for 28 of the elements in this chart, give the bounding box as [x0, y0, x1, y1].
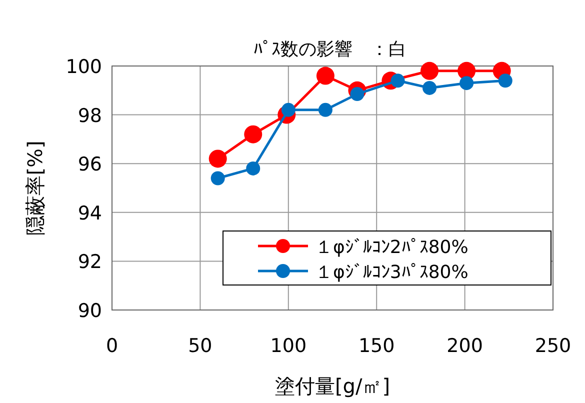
x-tick-label: 50	[188, 335, 212, 357]
x-tick-label: 0	[106, 335, 118, 357]
point	[422, 80, 437, 95]
point	[460, 76, 474, 90]
y-tick-label: 90	[78, 300, 102, 322]
y-axis-title: 隠蔽率[%]	[23, 140, 47, 236]
y-tick-label: 92	[78, 251, 102, 274]
x-tick-label: 150	[358, 335, 395, 357]
x-tick-label: 250	[534, 335, 572, 357]
point	[210, 171, 225, 186]
x-axis-title: 塗付量[g/㎡]	[274, 374, 390, 398]
point	[498, 74, 512, 88]
point	[208, 150, 227, 168]
x-tick-label: 100	[270, 335, 307, 357]
y-tick-label: 94	[78, 202, 102, 224]
point	[316, 66, 334, 85]
point	[390, 74, 405, 88]
point	[246, 161, 260, 176]
y-tick-label: 96	[78, 154, 102, 176]
y-tick-label: 100	[66, 56, 102, 78]
point	[420, 62, 439, 80]
point	[318, 102, 332, 117]
chart-title: ﾊﾟｽ数の影響 ：白	[254, 39, 406, 60]
legend-label: １φｼﾞﾙｺﾝ3ﾊﾟｽ80%	[315, 262, 468, 283]
point	[244, 125, 262, 144]
y-tick-label: 98	[78, 104, 102, 127]
x-tick-label: 200	[446, 335, 483, 357]
legend-label: １φｼﾞﾙｺﾝ2ﾊﾟｽ80%	[315, 237, 468, 258]
